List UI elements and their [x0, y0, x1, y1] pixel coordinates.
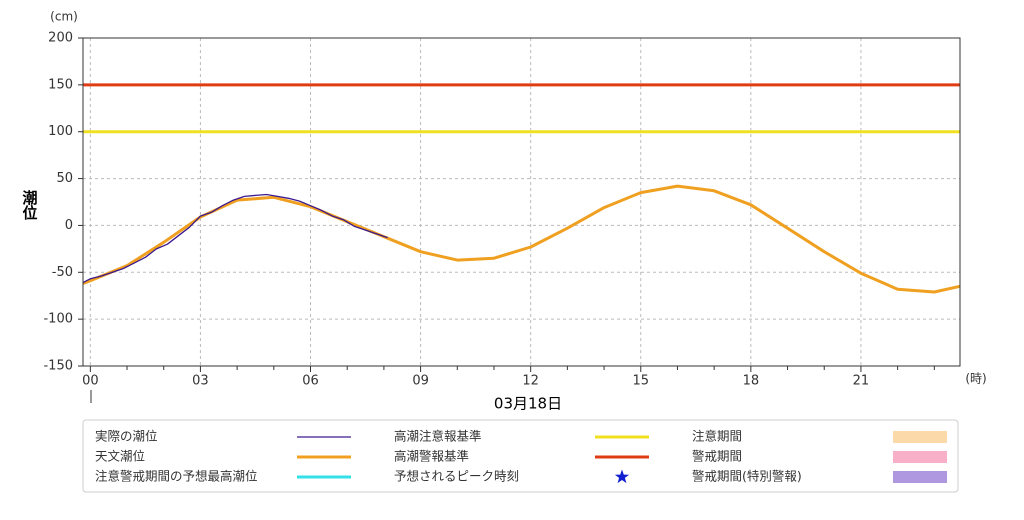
legend-swatch	[614, 469, 630, 484]
x-tick-label: 15	[632, 374, 649, 389]
y-tick-label: 200	[48, 31, 73, 46]
plot-area	[82, 37, 961, 367]
x-tick-label: 21	[853, 374, 870, 389]
series-line	[82, 184, 961, 294]
legend-label: 予想されるピーク時刻	[394, 469, 519, 484]
legend-swatch	[893, 431, 947, 443]
legend-swatch	[893, 471, 947, 483]
x-tick-label: 12	[522, 374, 539, 389]
series-line	[82, 193, 388, 284]
y-title: 潮位	[21, 189, 39, 220]
x-tick-label: 18	[743, 374, 760, 389]
x-tick-label: 06	[302, 374, 319, 389]
y-tick-label: -150	[43, 359, 73, 374]
legend-label: 高潮警報基準	[394, 449, 469, 464]
legend-label: 注意期間	[692, 429, 742, 444]
legend-label: 警戒期間(特別警報)	[692, 469, 802, 484]
y-tick-label: -100	[43, 312, 73, 327]
y-tick-label: 0	[65, 218, 73, 233]
y-tick-label: 150	[48, 77, 73, 92]
legend-label: 高潮注意報基準	[394, 429, 482, 444]
legend-label: 警戒期間	[692, 449, 742, 464]
legend-label: 注意警戒期間の予想最高潮位	[95, 469, 258, 484]
legend-label: 実際の潮位	[95, 429, 158, 444]
y-tick-label: 100	[48, 124, 73, 139]
x-unit: (時)	[965, 372, 986, 386]
legend-swatch	[893, 451, 947, 463]
plot-frame	[82, 37, 961, 367]
y-unit: (cm)	[50, 10, 78, 24]
x-tick-label: 09	[412, 374, 429, 389]
x-tick-label: 00	[82, 374, 99, 389]
x-tick-label: 03	[192, 374, 209, 389]
date-label: 03月18日	[494, 395, 562, 413]
legend-box	[82, 419, 959, 493]
legend-label: 天文潮位	[95, 449, 145, 464]
y-tick-label: -50	[52, 265, 73, 280]
y-tick-label: 50	[56, 171, 73, 186]
